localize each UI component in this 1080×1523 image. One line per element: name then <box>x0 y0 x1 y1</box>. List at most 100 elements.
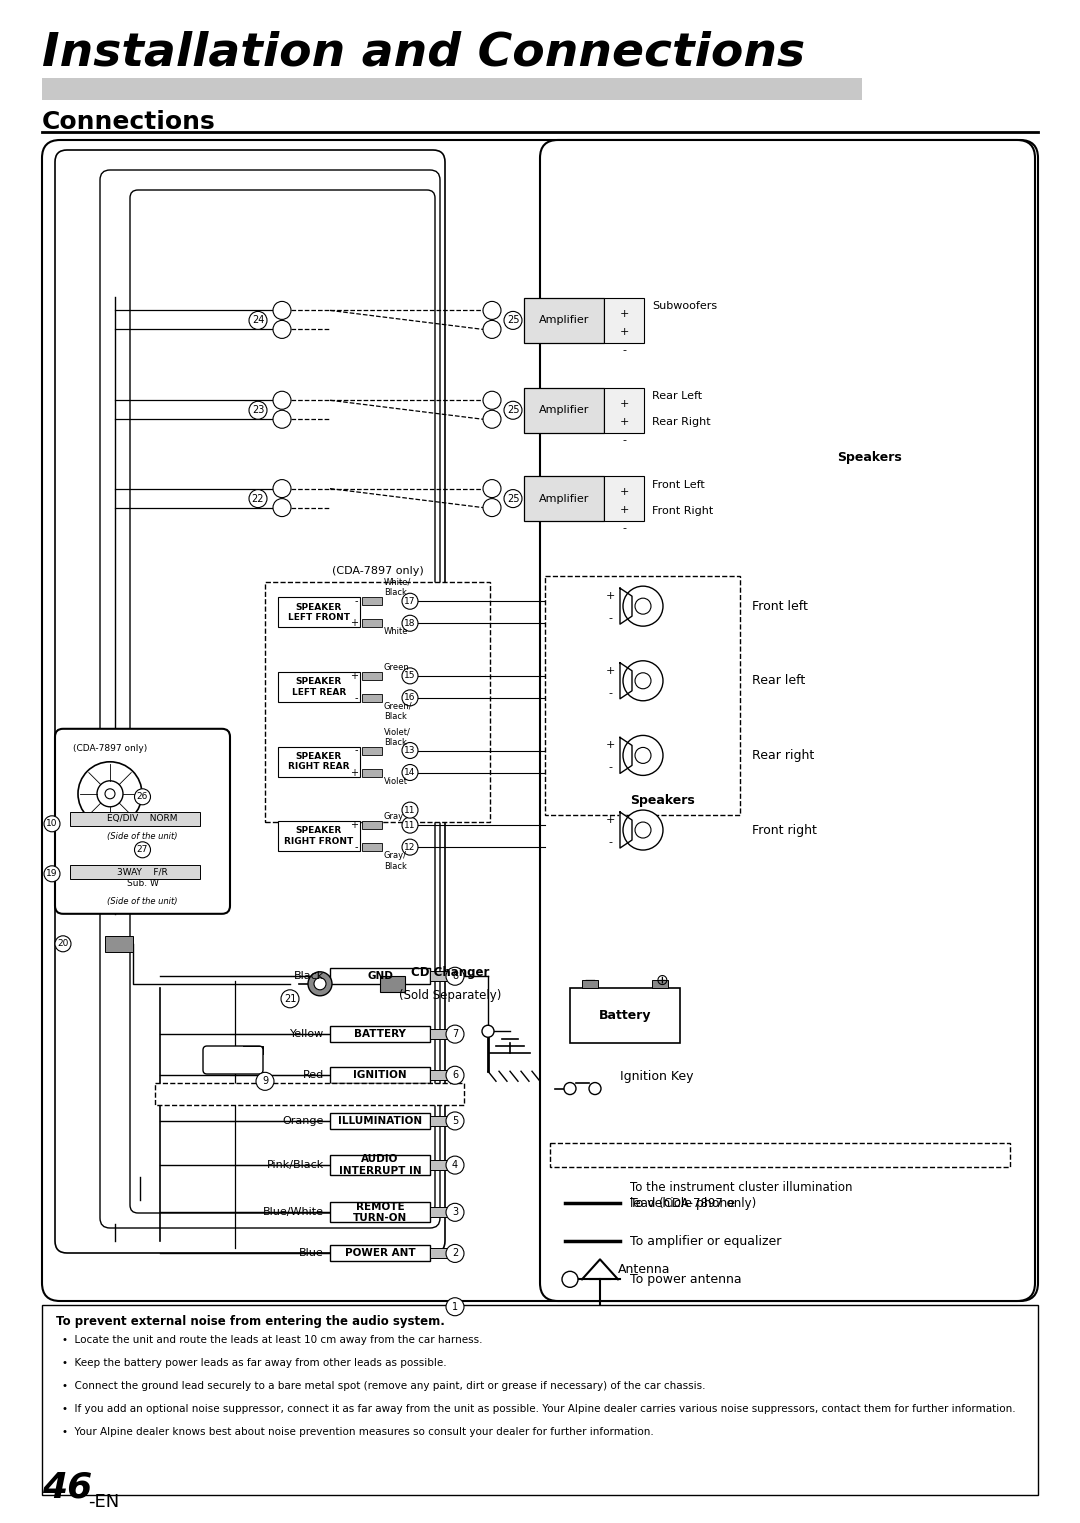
Circle shape <box>273 480 291 498</box>
Bar <box>362 672 382 679</box>
Text: •  Your Alpine dealer knows best about noise prevention measures so consult your: • Your Alpine dealer knows best about no… <box>62 1427 653 1438</box>
Circle shape <box>483 480 501 498</box>
Circle shape <box>273 498 291 516</box>
Circle shape <box>623 736 663 775</box>
Circle shape <box>483 391 501 410</box>
Text: Front left: Front left <box>752 600 808 612</box>
Circle shape <box>446 1066 464 1084</box>
Text: Front Left: Front Left <box>652 480 705 489</box>
Bar <box>430 1116 448 1125</box>
Bar <box>524 388 604 433</box>
Text: •  Keep the battery power leads as far away from other leads as possible.: • Keep the battery power leads as far aw… <box>62 1359 447 1368</box>
Text: SPEAKER
LEFT REAR: SPEAKER LEFT REAR <box>292 678 346 696</box>
Circle shape <box>44 816 60 832</box>
Bar <box>330 1246 430 1261</box>
Text: +: + <box>350 618 357 629</box>
Bar <box>524 477 604 521</box>
Circle shape <box>256 1072 274 1090</box>
Bar <box>430 1249 448 1258</box>
Text: (CDA-7897 only): (CDA-7897 only) <box>72 745 147 754</box>
Text: White/
Black: White/ Black <box>384 577 411 597</box>
Text: +: + <box>350 670 357 681</box>
Bar <box>330 1202 430 1223</box>
Bar <box>42 78 862 101</box>
Bar <box>362 597 382 605</box>
Circle shape <box>308 972 332 996</box>
Circle shape <box>635 673 651 688</box>
Circle shape <box>635 748 651 763</box>
Text: 17: 17 <box>404 597 416 606</box>
Text: Rear Left: Rear Left <box>652 391 702 401</box>
Text: 25: 25 <box>507 315 519 326</box>
Circle shape <box>44 865 60 882</box>
Polygon shape <box>620 588 632 624</box>
Text: Amplifier: Amplifier <box>539 493 590 504</box>
Bar <box>430 972 448 981</box>
Bar <box>550 1142 1010 1167</box>
FancyBboxPatch shape <box>203 1046 264 1074</box>
Text: 7: 7 <box>451 1030 458 1039</box>
Bar <box>430 1208 448 1217</box>
Text: -: - <box>608 614 612 623</box>
Text: Green/
Black: Green/ Black <box>384 702 413 722</box>
Text: ⊕: ⊕ <box>656 973 669 988</box>
Circle shape <box>273 391 291 410</box>
Bar <box>524 299 604 343</box>
Text: +: + <box>619 487 629 498</box>
Circle shape <box>273 410 291 428</box>
Circle shape <box>281 990 299 1008</box>
Circle shape <box>273 320 291 338</box>
Text: 11: 11 <box>404 806 416 815</box>
Text: -: - <box>354 745 357 755</box>
Text: 3WAY    F/R: 3WAY F/R <box>117 867 167 876</box>
Bar <box>330 1113 430 1129</box>
Circle shape <box>623 661 663 701</box>
Text: (Side of the unit): (Side of the unit) <box>107 897 178 906</box>
Circle shape <box>446 1244 464 1263</box>
Circle shape <box>249 489 267 507</box>
Text: 46: 46 <box>42 1471 92 1505</box>
Text: REMOTE
TURN-ON: REMOTE TURN-ON <box>353 1202 407 1223</box>
Text: SPEAKER
RIGHT FRONT: SPEAKER RIGHT FRONT <box>284 827 353 845</box>
Text: Pink/Black: Pink/Black <box>267 1161 324 1170</box>
Bar <box>652 981 669 988</box>
Text: 12: 12 <box>404 842 416 851</box>
Text: lead (CDA-7897 only): lead (CDA-7897 only) <box>630 1197 756 1211</box>
Circle shape <box>402 743 418 758</box>
Text: Speakers: Speakers <box>838 451 903 465</box>
Text: +: + <box>350 768 357 778</box>
Text: CD Changer: CD Changer <box>410 966 489 979</box>
Bar <box>105 935 133 952</box>
Circle shape <box>273 302 291 320</box>
Text: 27: 27 <box>137 845 148 854</box>
Text: Violet: Violet <box>384 777 408 786</box>
Text: Violet/
Black: Violet/ Black <box>384 726 410 746</box>
Text: 25: 25 <box>507 493 519 504</box>
Text: -: - <box>608 688 612 698</box>
Circle shape <box>564 1083 576 1095</box>
Text: (Side of the unit): (Side of the unit) <box>107 832 178 841</box>
Text: -: - <box>622 436 626 445</box>
Text: Rear right: Rear right <box>752 749 814 762</box>
Circle shape <box>446 1025 464 1043</box>
Circle shape <box>483 320 501 338</box>
Text: Front right: Front right <box>752 824 816 836</box>
Text: 20: 20 <box>57 940 69 949</box>
Text: SPEAKER
RIGHT REAR: SPEAKER RIGHT REAR <box>288 752 350 771</box>
FancyBboxPatch shape <box>55 730 230 914</box>
Text: +: + <box>619 417 629 426</box>
Text: •  If you add an optional noise suppressor, connect it as far away from the unit: • If you add an optional noise suppresso… <box>62 1404 1015 1413</box>
Text: 1: 1 <box>451 1302 458 1311</box>
Text: 11: 11 <box>404 821 416 830</box>
Bar <box>156 1083 464 1104</box>
Text: 25: 25 <box>507 405 519 416</box>
Text: +: + <box>605 815 615 825</box>
Bar <box>362 694 382 702</box>
Circle shape <box>402 765 418 780</box>
Text: Yellow: Yellow <box>289 1030 324 1039</box>
Text: Speakers: Speakers <box>630 793 694 807</box>
Bar <box>330 1154 430 1176</box>
FancyBboxPatch shape <box>100 171 440 1228</box>
Bar <box>380 976 405 991</box>
Text: Red: Red <box>302 1071 324 1080</box>
